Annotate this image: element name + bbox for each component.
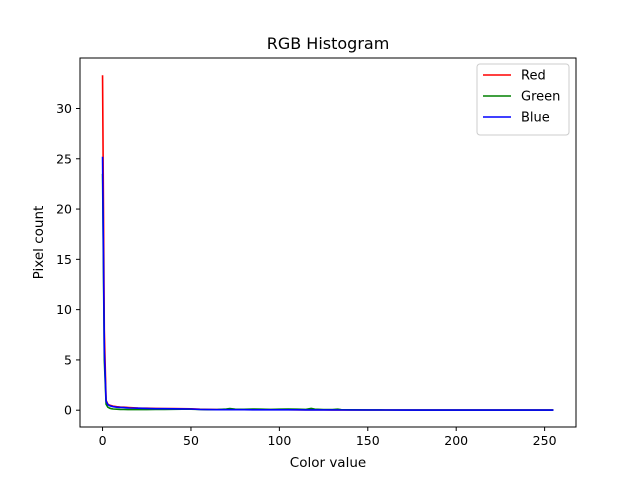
x-axis-label: Color value [290, 455, 366, 471]
y-tick-label: 15 [56, 252, 72, 267]
y-axis-label: Pixel count [31, 206, 47, 280]
x-axis: 0 50 100 150 200 250 [99, 427, 557, 448]
legend: Red Green Blue [476, 63, 570, 136]
x-tick-label: 200 [444, 433, 468, 448]
x-tick-label: 150 [356, 433, 380, 448]
series-line-blue [101, 156, 554, 411]
x-tick-label: 100 [267, 433, 291, 448]
legend-label-green: Green [521, 90, 560, 105]
y-tick-label: 25 [56, 151, 72, 166]
y-axis: 0 5 10 15 20 25 30 [56, 101, 80, 418]
y-tick-label: 0 [64, 403, 72, 418]
y-tick-label: 20 [56, 202, 72, 217]
y-tick-label: 30 [56, 101, 72, 116]
y-tick-label: 10 [56, 302, 72, 317]
legend-label-red: Red [521, 69, 546, 84]
series-layer [101, 75, 554, 411]
y-tick-label: 5 [64, 352, 72, 367]
x-tick-label: 50 [183, 433, 199, 448]
x-tick-label: 250 [533, 433, 557, 448]
legend-label-blue: Blue [521, 111, 550, 126]
chart-title: RGB Histogram [267, 34, 390, 53]
x-tick-label: 0 [99, 433, 107, 448]
plot-frame [79, 57, 577, 428]
